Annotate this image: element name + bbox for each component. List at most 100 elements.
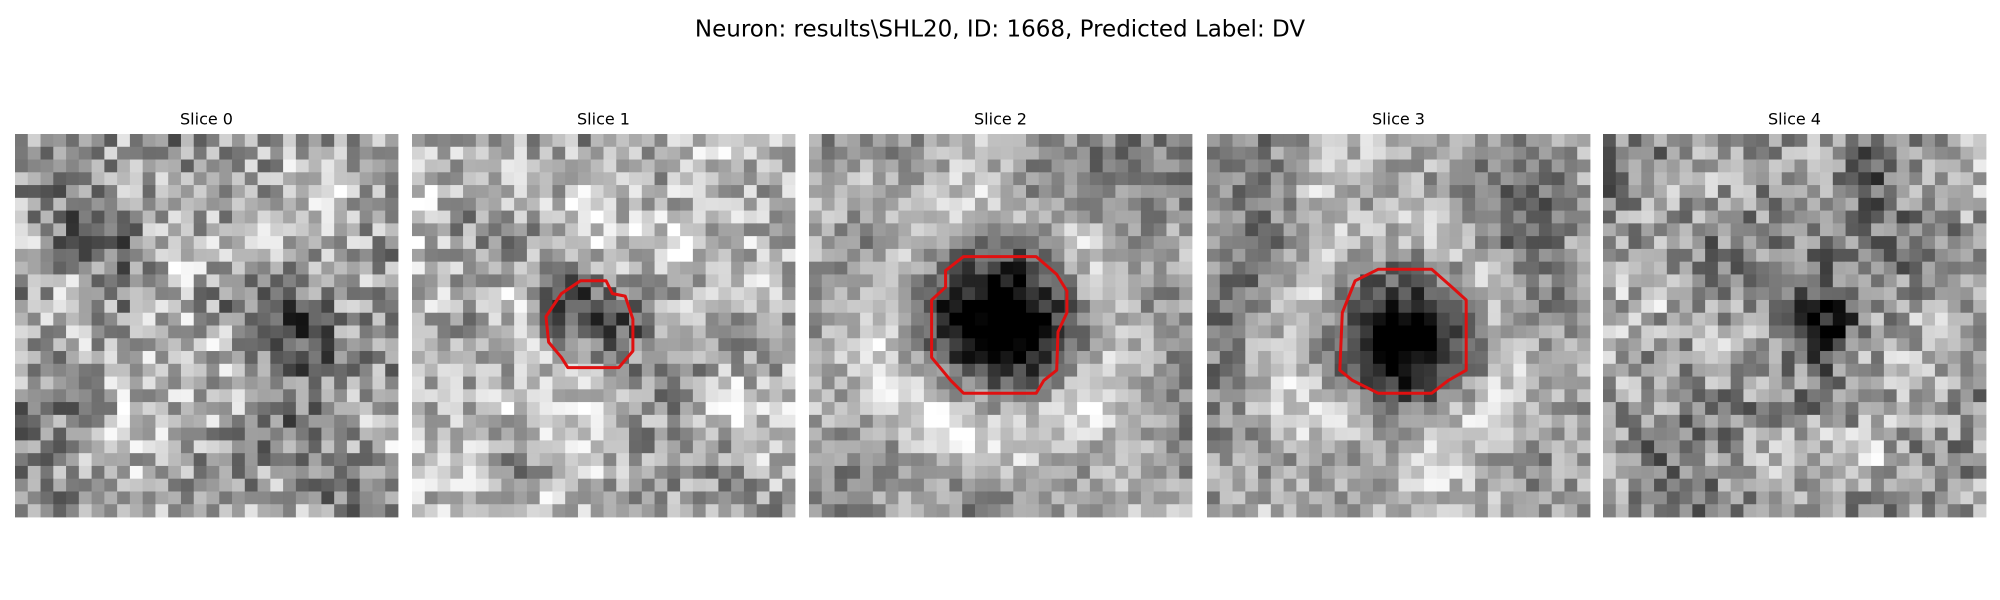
pixel [1102,236,1116,250]
pixel [1551,363,1565,377]
pixel [936,159,950,173]
pixel [1500,491,1514,505]
pixel [193,402,207,416]
pixel [117,172,131,186]
pixel [1743,376,1757,390]
pixel [705,465,719,480]
pixel [1077,427,1091,441]
pixel [53,248,67,263]
pixel [911,427,925,441]
pixel [526,248,541,263]
pixel [1666,197,1680,211]
pixel [142,376,156,390]
pixel [603,427,617,441]
pixel [1717,504,1732,518]
pixel [1551,261,1565,275]
pixel [577,465,592,480]
pixel [155,274,169,288]
pixel [1883,402,1898,416]
pixel [1577,261,1591,275]
pixel [206,491,220,505]
pixel [898,338,912,352]
pixel [372,172,386,186]
pixel [1960,146,1974,160]
pixel [1603,440,1617,454]
pixel [1654,185,1668,199]
pixel [1500,440,1514,454]
pixel [1296,248,1310,263]
pixel [834,389,848,403]
pixel [654,287,668,301]
pixel [1462,376,1476,390]
pixel [359,312,373,326]
pixel [603,236,617,250]
pixel [424,325,438,339]
pixel [450,236,464,250]
pixel [1947,453,1961,467]
pixel [1077,312,1091,326]
pixel [1666,376,1680,390]
pixel [565,172,579,186]
pixel [1500,210,1514,224]
pixel [283,363,297,377]
pixel [526,402,541,416]
pixel [1038,389,1052,403]
pixel [1347,248,1361,263]
pixel [680,376,694,390]
pixel [219,223,233,237]
pixel [1666,146,1680,160]
pixel [1207,248,1221,263]
pixel [334,197,348,211]
pixel [142,185,156,199]
pixel [40,197,54,211]
pixel [1730,274,1744,288]
pixel [1219,491,1233,505]
pixel [142,389,156,403]
pixel [40,427,54,441]
pixel [731,363,745,377]
pixel [1768,274,1783,288]
pixel [206,402,220,416]
pixel [1064,504,1078,518]
pixel [1717,248,1732,263]
pixel [821,338,835,352]
pixel [1270,491,1284,505]
pixel [629,402,643,416]
pixel [974,453,989,467]
pixel [756,325,770,339]
pixel [78,504,92,518]
pixel [1538,159,1553,173]
pixel [424,453,438,467]
pixel [923,427,938,441]
pixel [834,248,848,263]
pixel [1153,491,1167,505]
pixel [577,351,592,365]
pixel [1973,236,1987,250]
pixel [974,427,989,441]
pixel [1768,491,1783,505]
pixel [359,159,373,173]
pixel [782,338,796,352]
pixel [27,478,41,492]
pixel [1909,274,1923,288]
pixel [1973,210,1987,224]
pixel [705,134,719,148]
pixel [1934,146,1949,160]
pixel [359,465,373,480]
pixel [1000,465,1014,480]
pixel [1922,504,1936,518]
pixel [1500,287,1514,301]
pixel [1807,427,1821,441]
pixel [1934,287,1949,301]
pixel [346,172,361,186]
pixel [475,427,489,441]
pixel [962,389,976,403]
pixel [385,389,399,403]
pixel [180,465,195,480]
pixel [1820,491,1834,505]
pixel [731,414,745,429]
pixel [308,376,322,390]
pixel [244,172,258,186]
pixel [1360,491,1374,505]
pixel [1166,363,1180,377]
